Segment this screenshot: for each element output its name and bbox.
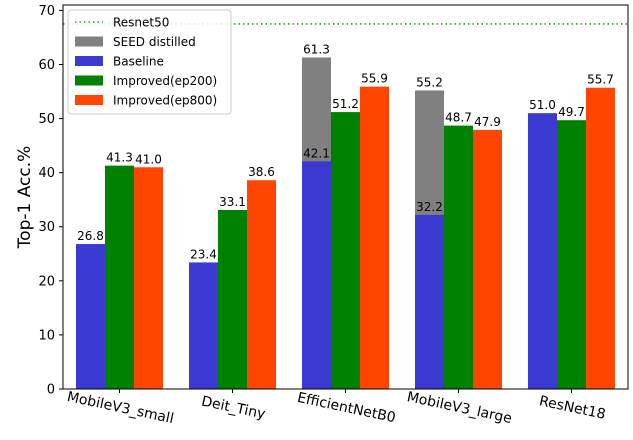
bar-baseline bbox=[528, 113, 557, 390]
y-tick-label: 10 bbox=[38, 328, 55, 343]
legend-label: SEED distilled bbox=[113, 35, 196, 49]
legend-label: Improved(ep800) bbox=[113, 94, 217, 108]
chart-marks: 26.8 41.3 41.0 23.4 33.1 38.6 61.3 42.1 51.255.9… bbox=[63, 23, 628, 390]
bar-improved-ep200 bbox=[105, 165, 134, 389]
y-tick-label: 60 bbox=[38, 58, 55, 73]
x-tick-label: ResNet18 bbox=[538, 393, 607, 423]
legend-label: Resnet50 bbox=[113, 16, 169, 30]
data-label-baseline: 23.4 bbox=[190, 247, 217, 261]
x-tick-label: EfficientNetB0 bbox=[296, 390, 397, 426]
bar-improved-ep200 bbox=[331, 112, 360, 389]
data-label-improved-ep200: 41.3 bbox=[106, 151, 133, 165]
bar-baseline bbox=[189, 262, 218, 389]
legend-label: Baseline bbox=[113, 55, 164, 69]
y-tick-label: 40 bbox=[38, 166, 55, 181]
bar-improved-ep200 bbox=[444, 125, 473, 389]
x-tick-label: MobileV3_small bbox=[66, 389, 176, 427]
data-label-baseline: 32.2 bbox=[416, 200, 443, 214]
y-tick-label: 0 bbox=[47, 383, 55, 398]
legend: Resnet50 SEED distilled Baseline Improved(e… bbox=[67, 9, 232, 115]
data-label-improved-ep200: 33.1 bbox=[219, 195, 246, 209]
x-tick-label: MobileV3_large bbox=[405, 389, 513, 427]
y-tick-label: 50 bbox=[38, 112, 55, 127]
bar-improved-ep200 bbox=[557, 120, 586, 389]
legend-swatch bbox=[75, 95, 103, 105]
bar-improved-ep800 bbox=[586, 87, 615, 389]
y-tick-label: 20 bbox=[38, 274, 55, 289]
legend-label: Improved(ep200) bbox=[113, 74, 217, 88]
bar-baseline bbox=[302, 161, 331, 389]
bar-improved-ep800 bbox=[247, 180, 276, 389]
data-label-improved-ep200: 49.7 bbox=[558, 105, 585, 119]
y-axis-label: Top-1 Acc.% bbox=[15, 146, 35, 250]
bar-improved-ep800 bbox=[360, 86, 389, 389]
bar-improved-ep200 bbox=[218, 209, 247, 389]
y-tick-label: 30 bbox=[38, 220, 55, 235]
data-label-baseline: 42.1 bbox=[303, 146, 330, 160]
legend-swatch bbox=[75, 36, 103, 47]
data-label-improved-ep800: 41.0 bbox=[135, 152, 162, 166]
data-label-improved-ep800: 55.9 bbox=[361, 72, 388, 86]
data-label-seed-distilled: 55.2 bbox=[416, 75, 443, 89]
data-label-improved-ep200: 51.2 bbox=[332, 97, 359, 111]
x-tick-label: Deit_Tiny bbox=[200, 394, 267, 423]
bar-baseline bbox=[76, 244, 105, 389]
data-label-improved-ep800: 47.9 bbox=[474, 115, 501, 129]
data-label-improved-ep800: 38.6 bbox=[248, 165, 275, 179]
data-label-seed-distilled: 61.3 bbox=[303, 42, 330, 56]
data-label-baseline: 26.8 bbox=[77, 229, 104, 243]
legend-swatch bbox=[75, 56, 103, 66]
bar-improved-ep800 bbox=[134, 167, 163, 389]
data-label-improved-ep200: 48.7 bbox=[445, 111, 472, 125]
y-tick-label: 70 bbox=[38, 4, 55, 19]
data-label-improved-ep800: 55.7 bbox=[587, 73, 614, 87]
legend-swatch bbox=[75, 75, 103, 86]
bar-improved-ep800 bbox=[473, 129, 502, 389]
legend-box bbox=[67, 9, 232, 115]
bar-baseline bbox=[415, 214, 444, 389]
data-label-baseline: 51.0 bbox=[529, 98, 556, 112]
